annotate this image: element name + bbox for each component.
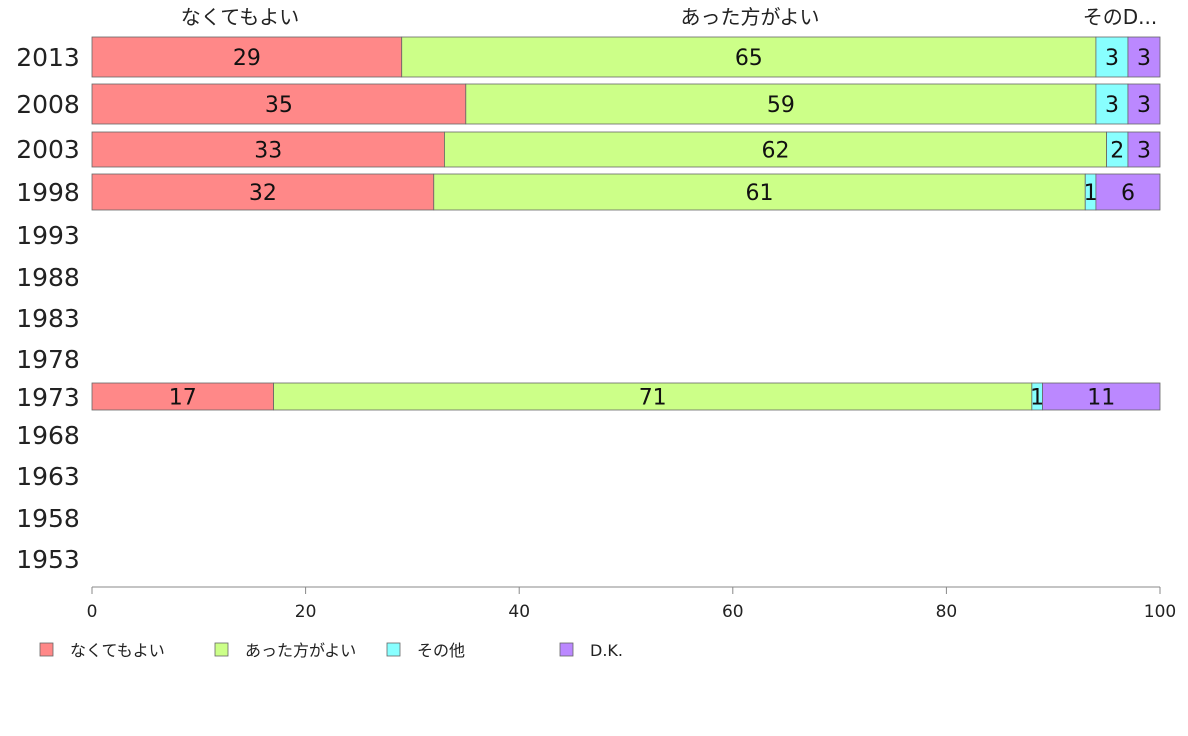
- year-label: 1968: [16, 421, 80, 450]
- bar-value-label: 71: [639, 386, 667, 411]
- legend-swatch: [386, 642, 401, 657]
- year-label: 2013: [16, 43, 80, 72]
- bar-value-label: 29: [233, 46, 261, 71]
- legend-label: D.K.: [590, 641, 623, 660]
- year-label: 1988: [16, 263, 80, 292]
- bar-segment: [91, 83, 467, 125]
- x-tick-label: 40: [508, 602, 530, 622]
- legend: なくてもよい あった方がよい その他 D.K.: [39, 641, 623, 660]
- bar-segment: [444, 131, 1107, 168]
- year-label: 1963: [16, 462, 80, 491]
- bar-value-label: 59: [767, 93, 795, 118]
- bar-segment: [433, 173, 1086, 211]
- bar-segment: [1042, 382, 1161, 411]
- year-label: 1983: [16, 304, 80, 333]
- legend-label: なくてもよい: [70, 641, 165, 660]
- bar-segment: [465, 83, 1097, 125]
- year-label: 1978: [16, 345, 80, 374]
- bar-segment: [1127, 36, 1161, 78]
- bar-value-label: 1: [1084, 181, 1098, 206]
- bar-value-label: 1: [1030, 386, 1044, 411]
- bar-segment: [1095, 173, 1161, 211]
- legend-label: あった方がよい: [245, 641, 356, 660]
- bar-value-label: 17: [169, 386, 197, 411]
- bar-value-label: 2: [1110, 139, 1124, 164]
- column-header: そのD...: [1083, 5, 1157, 29]
- x-axis: 0 20 40 60 80 100: [87, 586, 1176, 622]
- column-header: あった方がよい: [681, 5, 820, 29]
- x-tick-label: 80: [936, 602, 958, 622]
- bar-segment: [401, 36, 1097, 78]
- bar-value-label: 61: [746, 181, 774, 206]
- x-tick-label: 60: [722, 602, 744, 622]
- year-label: 1993: [16, 221, 80, 250]
- bar-segment: [91, 36, 403, 78]
- bar-segment: [91, 382, 274, 411]
- year-label: 2003: [16, 135, 80, 164]
- x-tick-label: 0: [87, 602, 98, 622]
- bars: 29 65 3 335 59 3 333 62 2 332 61 1 617 71 1 11: [91, 36, 1161, 411]
- year-label: 1998: [16, 178, 80, 207]
- x-tick-label: 20: [295, 602, 317, 622]
- bar-value-label: 3: [1137, 139, 1151, 164]
- bar-segment: [91, 131, 445, 168]
- bar-value-label: 3: [1137, 93, 1151, 118]
- bar-value-label: 3: [1105, 93, 1119, 118]
- year-labels: 2013 2008 2003 1998 1993 1988 1983 1978 1973 1968…: [16, 43, 80, 574]
- bar-segment: [1127, 83, 1161, 125]
- column-header: なくてもよい: [181, 5, 299, 29]
- bar-value-label: 32: [249, 181, 277, 206]
- bar-value-label: 11: [1087, 386, 1115, 411]
- legend-swatch: [39, 642, 54, 657]
- bar-value-label: 35: [265, 93, 293, 118]
- bar-segment: [1127, 131, 1161, 168]
- year-label: 1973: [16, 383, 80, 412]
- bar-value-label: 3: [1137, 46, 1151, 71]
- bar-segment: [1095, 83, 1129, 125]
- bar-value-label: 65: [735, 46, 763, 71]
- column-headers: なくてもよい あった方がよい そのD...: [181, 5, 1157, 29]
- bar-value-label: 62: [762, 139, 790, 164]
- bar-value-label: 33: [254, 139, 282, 164]
- legend-label: その他: [417, 641, 465, 660]
- bar-segment: [91, 173, 435, 211]
- legend-swatch: [214, 642, 229, 657]
- bar-value-label: 6: [1121, 181, 1135, 206]
- year-label: 1958: [16, 504, 80, 533]
- year-label: 2008: [16, 90, 80, 119]
- bar-segment: [273, 382, 1033, 411]
- x-tick-label: 100: [1144, 602, 1176, 622]
- year-label: 1953: [16, 545, 80, 574]
- bar-value-label: 3: [1105, 46, 1119, 71]
- bar-segment: [1095, 36, 1129, 78]
- legend-swatch: [559, 642, 574, 657]
